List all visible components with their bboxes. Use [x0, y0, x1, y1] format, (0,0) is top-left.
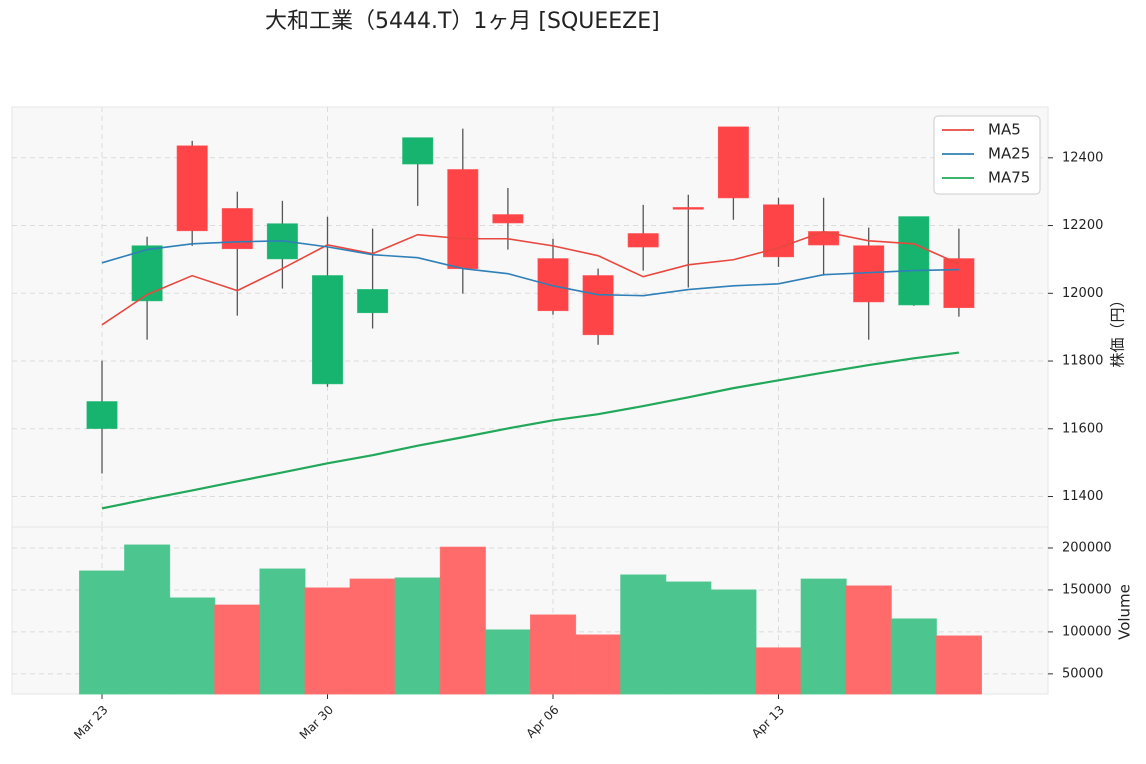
candle-body [492, 214, 524, 224]
volume-bar [575, 634, 622, 695]
chart-title: 大和工業（5444.T）1ヶ月 [SQUEEZE] [265, 9, 660, 34]
x-tick-label: Mar 23 [71, 703, 110, 742]
volume-bar [394, 577, 441, 695]
legend-label: MA5 [988, 121, 1021, 139]
ma-line [101, 239, 959, 297]
volume-bar [800, 578, 847, 695]
candle-body [943, 258, 975, 309]
volume-bar [845, 585, 892, 695]
candle-body [717, 126, 749, 199]
legend-label: MA25 [988, 145, 1030, 163]
x-tick-label: Apr 13 [749, 703, 787, 741]
volume-bar [890, 618, 937, 695]
y-tick-label: 150000 [1062, 582, 1112, 597]
y-tick-label: 12200 [1062, 218, 1103, 233]
candle-body [131, 245, 163, 302]
volume-bar [710, 589, 757, 695]
volume-axis-label: Volume [1116, 584, 1134, 640]
candle-body [312, 275, 343, 385]
candle-body [672, 207, 704, 210]
y-tick-label: 200000 [1062, 540, 1112, 555]
ma-line [101, 230, 960, 326]
candle-body [176, 145, 208, 232]
candle-body [627, 233, 659, 248]
volume-bar [620, 574, 667, 695]
volume-bar [439, 546, 486, 695]
legend-box [933, 115, 1041, 195]
volume-bar [349, 578, 396, 695]
ma-line [101, 351, 960, 510]
candle-body [537, 258, 569, 312]
candle-body [582, 275, 614, 336]
candle-body [447, 169, 479, 270]
y-tick-label: 100000 [1062, 624, 1112, 639]
candle-body [357, 289, 389, 314]
volume-bar [79, 570, 126, 695]
y-tick-label: 11800 [1062, 354, 1103, 369]
candle-body [402, 137, 434, 165]
volume-bar [935, 635, 983, 695]
volume-bar [124, 544, 171, 695]
y-tick-label: 50000 [1062, 666, 1103, 681]
y-axis-label: 株価（円） [1109, 292, 1127, 367]
y-tick-label: 11600 [1062, 421, 1103, 436]
y-tick-label: 12400 [1062, 150, 1103, 165]
x-tick-label: Apr 06 [524, 703, 562, 741]
volume-bar [665, 581, 712, 695]
volume-bar [259, 568, 306, 695]
price-panel [11, 106, 1049, 528]
candle-body [898, 216, 930, 306]
x-tick-label: Mar 30 [297, 703, 336, 742]
y-tick-label: 11400 [1062, 489, 1103, 504]
candle-body [86, 401, 118, 429]
candle-body [763, 204, 794, 258]
legend-label: MA75 [988, 169, 1030, 187]
volume-bar [530, 614, 577, 695]
volume-bar [214, 604, 261, 695]
volume-bar [755, 647, 802, 695]
volume-bar [304, 587, 351, 695]
volume-bar [484, 629, 531, 695]
y-tick-label: 12000 [1062, 286, 1103, 301]
volume-bar [169, 597, 216, 695]
